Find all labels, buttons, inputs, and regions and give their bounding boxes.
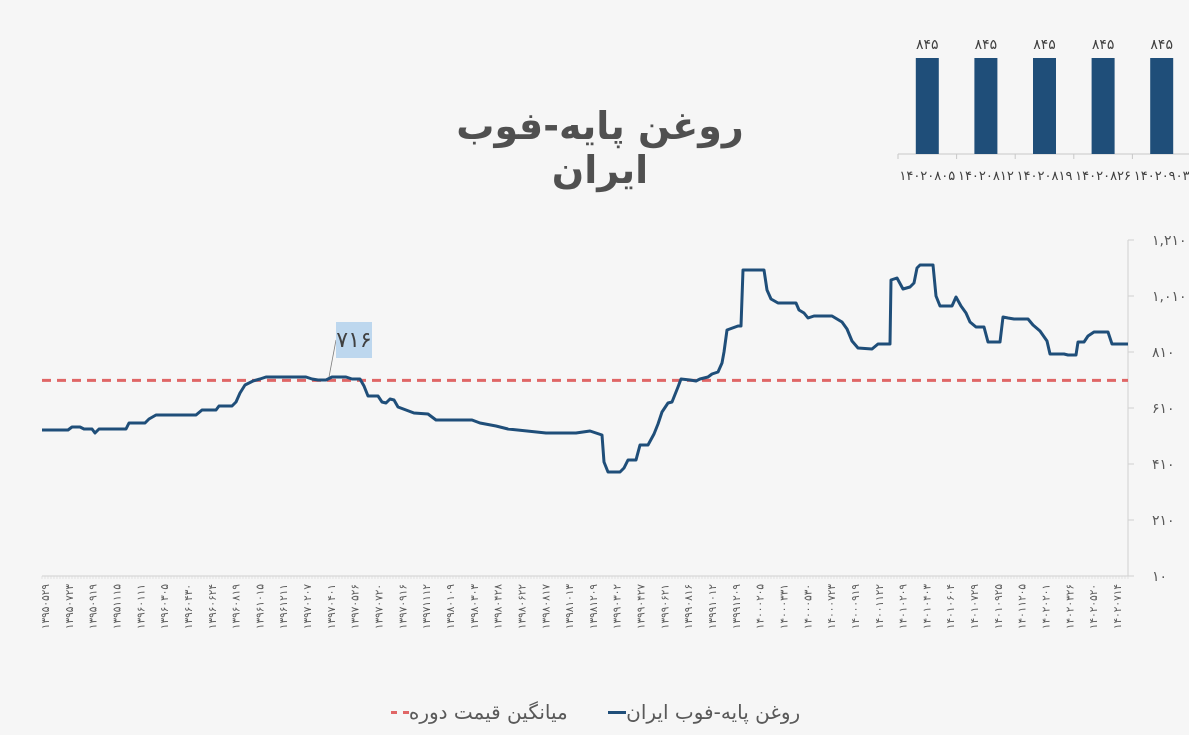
x-tick-label: ۱۳۹۸۱۲۰۹ [588, 584, 600, 629]
x-tick-label: ۱۳۹۹۰۳۰۲ [612, 584, 624, 629]
bar-category-label: ۱۴۰۲۰۹۰۳ [1134, 169, 1189, 184]
bar[interactable] [915, 58, 939, 154]
line-chart-axes: ۱۰ ۲۱۰ ۴۱۰ ۶۱۰ ۸۱۰ ۱,۰۱۰ ۱,۲۱۰ ۱۳۹۵۰۵۲۹ ۱۳۹۵۰۷۲۳… [40, 233, 1187, 629]
dashed-line-swatch-icon [390, 710, 409, 714]
average-value-callout: ۷۱۶ [336, 322, 372, 358]
chart-title: روغن پایه-فوب ایران [456, 104, 744, 192]
bar-value-label: ۸۴۵ [1033, 37, 1056, 53]
x-tick-label: ۱۳۹۹۰۸۱۶ [683, 584, 695, 629]
bar-value-label: ۸۴۵ [916, 37, 939, 53]
price-line-series [42, 263, 1128, 474]
x-tick-label: ۱۳۹۵۱۱۱۵ [111, 584, 123, 629]
x-tick-label: ۱۳۹۸۰۱۰۹ [445, 584, 457, 629]
x-tick-label: ۱۳۹۶۱۰۱۵ [254, 584, 266, 629]
y-tick-label: ۸۱۰ [1152, 345, 1175, 361]
y-tick-label: ۱,۲۱۰ [1152, 233, 1187, 249]
x-tick-label: ۱۴۰۱۰۶۰۴ [945, 584, 957, 629]
x-tick-label: ۱۴۰۰۰۲۰۵ [755, 584, 767, 629]
x-tick-label: ۱۳۹۵۰۹۱۹ [88, 584, 100, 629]
x-tick-label: ۱۳۹۹۰۶۲۱ [659, 584, 671, 629]
price-line[interactable] [42, 263, 1128, 474]
x-tick-label: ۱۳۹۶۰۸۱۹ [231, 584, 243, 629]
bar-category-label: ۱۴۰۲۰۸۱۲ [958, 169, 1014, 184]
bar-value-label: ۸۴۵ [1092, 37, 1115, 53]
x-tick-label: ۱۴۰۰۰۵۳۰ [802, 584, 814, 629]
x-tick-label: ۱۴۰۰۰۳۳۱ [778, 584, 790, 629]
y-tick-label: ۶۱۰ [1152, 401, 1175, 417]
x-tick-label: ۱۴۰۰۰۷۲۳ [826, 584, 838, 629]
x-tick-label: ۱۳۹۷۰۲۰۷ [302, 584, 314, 629]
x-tick-label: ۱۴۰۲۰۵۲۰ [1088, 584, 1100, 629]
x-tick-label: ۱۳۹۹۱۰۱۲ [707, 584, 719, 629]
bar[interactable] [1033, 58, 1056, 154]
bar[interactable] [1091, 58, 1115, 154]
x-tick-label: ۱۳۹۸۰۶۲۲ [516, 584, 528, 629]
x-tick-label: ۱۴۰۱۱۲۰۵ [1017, 584, 1029, 629]
x-tick-label: ۱۴۰۲۰۷۱۴ [1112, 584, 1124, 629]
bar-value-label: ۸۴۵ [1150, 37, 1173, 53]
bar[interactable] [1150, 58, 1174, 154]
x-tick-label: ۱۳۹۹۰۴۲۷ [636, 584, 648, 629]
bar-category-label: ۱۴۰۲۰۸۱۹ [1017, 169, 1073, 184]
x-tick-label: ۱۴۰۰۱۱۲۲ [874, 584, 886, 629]
x-tick-label: ۱۳۹۹۱۲۰۹ [731, 584, 743, 629]
bar-category-label: ۱۴۰۲۰۸۰۵ [899, 169, 955, 184]
x-tick-label: ۱۳۹۶۱۲۱۱ [278, 584, 290, 629]
x-tick-label: ۱۴۰۲۰۳۲۶ [1064, 584, 1076, 629]
x-tick-label: ۱۳۹۷۰۵۲۶ [350, 584, 362, 629]
y-tick-label: ۱۰ [1152, 569, 1167, 585]
x-tick-label: ۱۴۰۱۰۲۰۹ [898, 584, 910, 629]
legend-label-price: روغن پایه-فوب ایران [626, 700, 801, 724]
x-tick-label: ۱۳۹۶۰۶۲۴ [207, 584, 219, 629]
x-tick-label: ۱۴۰۱۰۴۰۳ [921, 584, 933, 629]
x-tick-label: ۱۳۹۶۰۱۱۱ [135, 584, 147, 629]
x-tick-label: ۱۴۰۲۰۲۰۱ [1041, 584, 1053, 629]
x-tick-label: ۱۴۰۱۰۹۲۵ [993, 584, 1005, 629]
bar-category-label: ۱۴۰۲۰۸۲۶ [1075, 169, 1131, 184]
x-tick-label: ۱۳۹۸۰۳۰۳ [469, 584, 481, 629]
legend-item-price[interactable]: روغن پایه-فوب ایران [606, 700, 800, 724]
x-tick-label: ۱۳۹۶۰۴۳۰ [183, 584, 195, 629]
x-tick-label: ۱۳۹۶۰۳۰۵ [159, 584, 171, 629]
solid-line-swatch-icon [608, 710, 627, 714]
legend-item-average[interactable]: میانگین قیمت دوره [389, 700, 568, 724]
x-tick-label: ۱۳۹۵۰۵۲۹ [40, 584, 52, 629]
x-tick-label: ۱۳۹۵۰۷۲۳ [64, 584, 76, 629]
recent-prices-bar-chart: ۸۴۵ ۱۴۰۲۰۸۰۵ ۸۴۵ ۱۴۰۲۰۸۱۲ ۸۴۵ ۱۴۰۲۰۸۱۹ ۸۴۵ ۱۴۰۲… [897, 37, 1189, 184]
x-tick-label: ۱۳۹۸۱۰۱۳ [564, 584, 576, 629]
x-tick-label: ۱۳۹۸۰۴۲۸ [493, 584, 505, 629]
x-tick-label: ۱۴۰۰۰۹۱۹ [850, 584, 862, 629]
y-tick-label: ۲۱۰ [1152, 513, 1175, 529]
y-tick-label: ۴۱۰ [1152, 457, 1175, 473]
chart-legend: روغن پایه-فوب ایران میانگین قیمت دوره [0, 700, 1189, 724]
x-tick-label: ۱۳۹۷۰۷۲۰ [374, 584, 386, 629]
x-tick-label: ۱۴۰۱۰۷۲۹ [969, 584, 981, 629]
bar[interactable] [974, 58, 998, 154]
y-tick-label: ۱,۰۱۰ [1152, 289, 1187, 305]
x-tick-label: ۱۳۹۷۰۹۱۶ [397, 584, 409, 629]
x-tick-label: ۱۳۹۷۱۱۱۲ [421, 584, 433, 629]
x-tick-label: ۱۳۹۸۰۸۱۷ [540, 584, 552, 629]
bar-value-label: ۸۴۵ [975, 37, 998, 53]
legend-label-average: میانگین قیمت دوره [408, 700, 568, 724]
x-tick-label: ۱۳۹۷۰۴۰۱ [326, 584, 338, 629]
